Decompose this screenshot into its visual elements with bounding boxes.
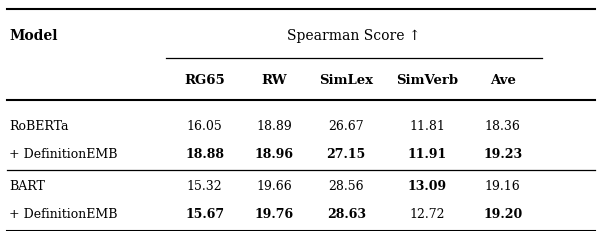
Text: 16.05: 16.05 (187, 119, 223, 132)
Text: + DefinitionEMB: + DefinitionEMB (9, 207, 117, 220)
Text: 18.36: 18.36 (485, 119, 521, 132)
Text: + DefinitionEMB: + DefinitionEMB (9, 147, 117, 160)
Text: 18.96: 18.96 (255, 147, 293, 160)
Text: 19.16: 19.16 (485, 179, 521, 192)
Text: 15.67: 15.67 (185, 207, 224, 220)
Text: BART: BART (9, 179, 45, 192)
Text: SimVerb: SimVerb (396, 73, 459, 86)
Text: 11.91: 11.91 (408, 147, 447, 160)
Text: 15.32: 15.32 (187, 179, 223, 192)
Text: 18.89: 18.89 (256, 119, 292, 132)
Text: RW: RW (261, 73, 287, 86)
Text: 27.15: 27.15 (326, 147, 366, 160)
Text: 26.67: 26.67 (328, 119, 364, 132)
Text: RoBERTa: RoBERTa (9, 119, 69, 132)
Text: 18.88: 18.88 (185, 147, 224, 160)
Text: 12.72: 12.72 (410, 207, 445, 220)
Text: SimLex: SimLex (319, 73, 373, 86)
Text: Ave: Ave (490, 73, 515, 86)
Text: Model: Model (9, 29, 58, 43)
Text: 28.63: 28.63 (327, 207, 365, 220)
Text: 13.09: 13.09 (408, 179, 447, 192)
Text: 19.76: 19.76 (255, 207, 293, 220)
Text: 19.66: 19.66 (256, 179, 292, 192)
Text: 19.20: 19.20 (483, 207, 523, 220)
Text: Spearman Score ↑: Spearman Score ↑ (287, 29, 420, 43)
Text: 11.81: 11.81 (409, 119, 445, 132)
Text: RG65: RG65 (184, 73, 225, 86)
Text: 19.23: 19.23 (483, 147, 522, 160)
Text: 28.56: 28.56 (328, 179, 364, 192)
